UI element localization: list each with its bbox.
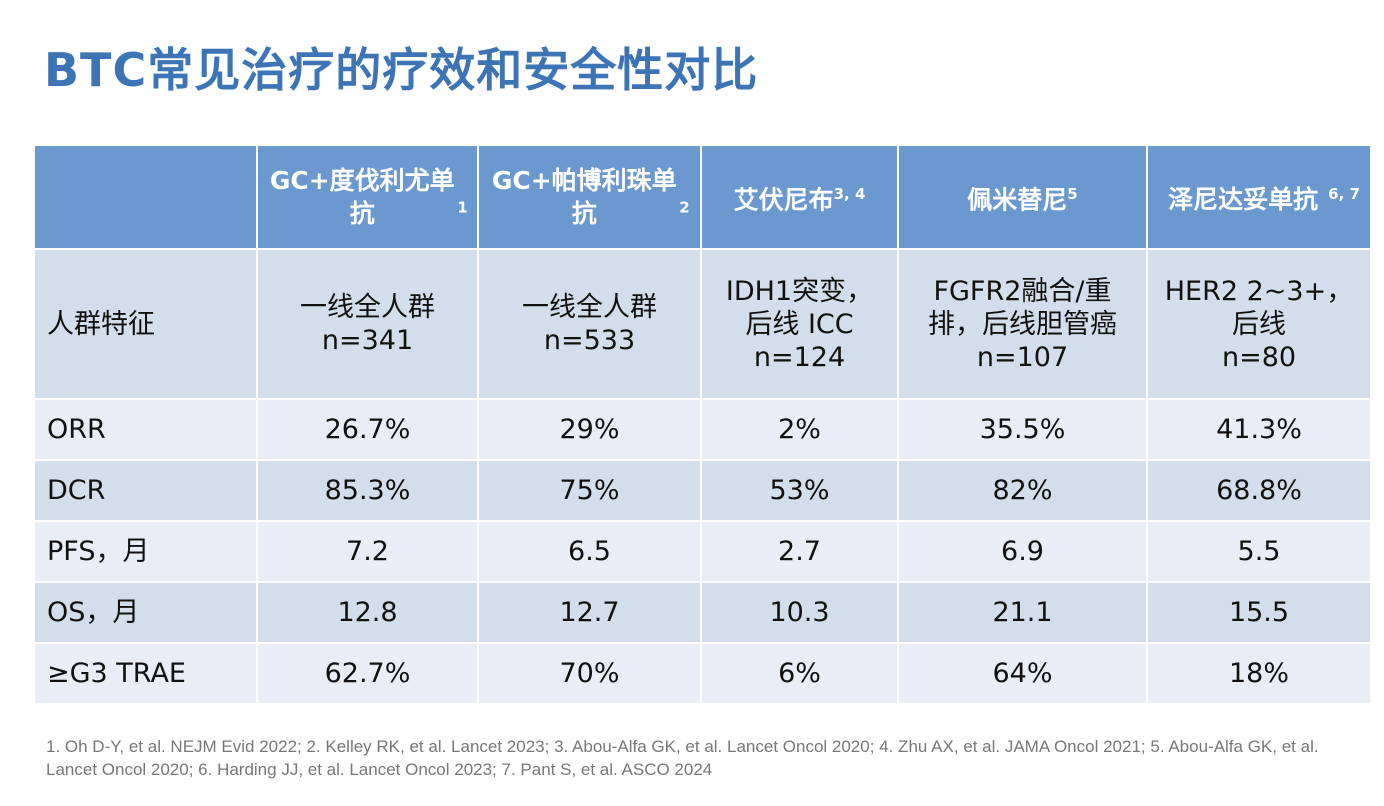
- table-row: PFS，月 7.2 6.5 2.7 6.9 5.5: [35, 522, 1370, 581]
- cell: 5.5: [1148, 522, 1370, 581]
- cell: 6.9: [899, 522, 1146, 581]
- table-row: ≥G3 TRAE 62.7% 70% 6% 64% 18%: [35, 644, 1370, 703]
- cell: 68.8%: [1148, 461, 1370, 520]
- cell: 15.5: [1148, 583, 1370, 642]
- cell: 7.2: [258, 522, 477, 581]
- row-label: ≥G3 TRAE: [35, 644, 256, 703]
- cell: 62.7%: [258, 644, 477, 703]
- page-title: BTC常见治疗的疗效和安全性对比: [44, 43, 759, 97]
- cell: 2%: [702, 400, 897, 459]
- footnote: 1. Oh D-Y, et al. NEJM Evid 2022; 2. Kel…: [46, 737, 1319, 779]
- table-row: ORR 26.7% 29% 2% 35.5% 41.3%: [35, 400, 1370, 459]
- row-label: OS，月: [35, 583, 256, 642]
- cell: 12.8: [258, 583, 477, 642]
- cell: 10.3: [702, 583, 897, 642]
- cell: 41.3%: [1148, 400, 1370, 459]
- header-cell: 艾伏尼布3, 4: [702, 146, 897, 248]
- cell: 64%: [899, 644, 1146, 703]
- cell: 29%: [479, 400, 700, 459]
- cell: 82%: [899, 461, 1146, 520]
- header-empty: [35, 146, 256, 248]
- cell: HER2 2~3+， 后线 n=80: [1148, 250, 1370, 398]
- cell: 75%: [479, 461, 700, 520]
- cell: 70%: [479, 644, 700, 703]
- cell: 85.3%: [258, 461, 477, 520]
- header-cell: 佩米替尼5: [899, 146, 1146, 248]
- row-label: PFS，月: [35, 522, 256, 581]
- cell: 6.5: [479, 522, 700, 581]
- cell: 2.7: [702, 522, 897, 581]
- header-row: GC+度伐利尤单抗 1 GC+帕博利珠单抗 2 艾伏尼布3, 4 佩米替尼5 泽尼达…: [35, 146, 1370, 248]
- cell: 26.7%: [258, 400, 477, 459]
- cell: 6%: [702, 644, 897, 703]
- table-row: OS，月 12.8 12.7 10.3 21.1 15.5: [35, 583, 1370, 642]
- cell: IDH1突变， 后线 ICC n=124: [702, 250, 897, 398]
- cell: 一线全人群 n=341: [258, 250, 477, 398]
- cell: FGFR2融合/重 排，后线胆管癌 n=107: [899, 250, 1146, 398]
- row-label: ORR: [35, 400, 256, 459]
- cell: 18%: [1148, 644, 1370, 703]
- cell: 一线全人群 n=533: [479, 250, 700, 398]
- cell: 21.1: [899, 583, 1146, 642]
- header-cell: GC+度伐利尤单抗 1: [258, 146, 477, 248]
- header-cell: 泽尼达妥单抗 6, 7: [1148, 146, 1370, 248]
- cell: 53%: [702, 461, 897, 520]
- cell: 12.7: [479, 583, 700, 642]
- row-label: 人群特征: [35, 250, 256, 398]
- comparison-table: GC+度伐利尤单抗 1 GC+帕博利珠单抗 2 艾伏尼布3, 4 佩米替尼5 泽尼达…: [33, 144, 1372, 705]
- row-label: DCR: [35, 461, 256, 520]
- cell: 35.5%: [899, 400, 1146, 459]
- table-row: DCR 85.3% 75% 53% 82% 68.8%: [35, 461, 1370, 520]
- population-row: 人群特征 一线全人群 n=341 一线全人群 n=533 IDH1突变， 后线 ICC…: [35, 250, 1370, 398]
- header-cell: GC+帕博利珠单抗 2: [479, 146, 700, 248]
